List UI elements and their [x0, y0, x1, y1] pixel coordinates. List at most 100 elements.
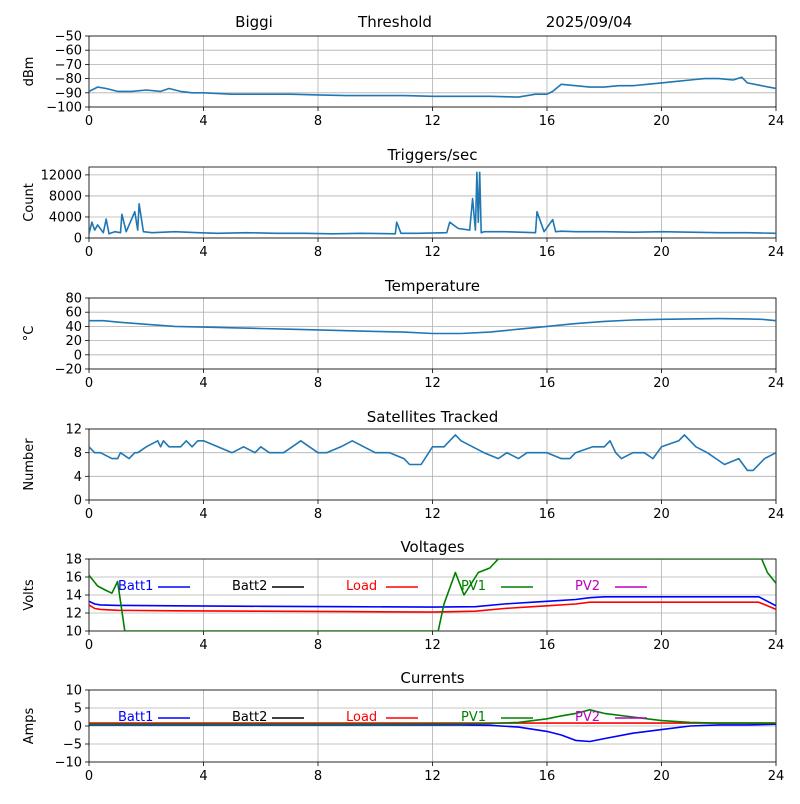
- y-tick-label: −70: [55, 58, 82, 73]
- x-tick-label: 4: [199, 245, 207, 260]
- series-group: [89, 708, 776, 743]
- series-line-batt1: [89, 595, 776, 608]
- y-tick-label: −80: [55, 72, 82, 87]
- x-tick-label: 4: [199, 638, 207, 653]
- y-tick-label: 40: [65, 320, 82, 335]
- y-axis-label: °C: [22, 326, 37, 342]
- y-tick-label: −50: [55, 30, 82, 45]
- x-tick-label: 4: [199, 114, 207, 129]
- x-tick-label: 16: [539, 245, 556, 260]
- y-tick-label: 12000: [41, 168, 82, 183]
- header-mode: Threshold: [357, 13, 432, 31]
- series-line-pv1: [89, 708, 776, 726]
- y-tick-label: 16: [65, 571, 82, 586]
- x-tick-label: 20: [653, 507, 670, 522]
- x-tick-label: 8: [314, 245, 322, 260]
- y-axis-label: Count: [22, 183, 37, 222]
- x-tick-label: 24: [768, 114, 785, 129]
- series-group: [89, 317, 776, 335]
- y-tick-label: −60: [55, 44, 82, 59]
- x-tick-label: 20: [653, 376, 670, 391]
- chart-title: Currents: [400, 669, 464, 687]
- legend-label-pv2: PV2: [575, 710, 600, 725]
- x-tick-label: 12: [424, 376, 441, 391]
- x-tick-label: 8: [314, 376, 322, 391]
- x-tick-label: 24: [768, 507, 785, 522]
- legend-label-batt1: Batt1: [118, 579, 153, 594]
- x-tick-label: 0: [85, 376, 93, 391]
- x-tick-label: 16: [539, 769, 556, 784]
- chart-panel-1: 0 4 8 12 16 20 24 −50−60−70−80−90−100 dBm: [22, 30, 784, 130]
- series-group: [89, 559, 776, 631]
- series-group: [89, 171, 776, 235]
- legend-label-load: Load: [346, 579, 377, 594]
- y-tick-label: 8: [74, 446, 82, 461]
- plot-frame: [88, 428, 777, 501]
- chart-panel-4: 0 4 8 12 16 20 24 12 8 4 0 Satellites Tracked Number: [22, 408, 784, 522]
- legend-label-batt2: Batt2: [232, 710, 267, 725]
- y-tick-label: 0: [74, 720, 82, 735]
- x-tick-label: 12: [424, 638, 441, 653]
- chart-title: Voltages: [400, 538, 464, 556]
- legend-label-pv1: PV1: [461, 579, 486, 594]
- x-tick-label: 16: [539, 376, 556, 391]
- x-tick-label: 8: [314, 769, 322, 784]
- header-date: 2025/09/04: [546, 13, 632, 31]
- series-line-load: [89, 601, 776, 613]
- y-tick-label: −100: [46, 101, 82, 116]
- y-tick-label: −20: [55, 363, 82, 378]
- x-tick-label: 16: [539, 507, 556, 522]
- y-tick-label: 5: [74, 702, 82, 717]
- legend-label-batt2: Batt2: [232, 579, 267, 594]
- series-line-main: [89, 171, 776, 235]
- x-tick-label: 0: [85, 114, 93, 129]
- header-station: Biggi: [235, 13, 273, 31]
- x-tick-label: 0: [85, 638, 93, 653]
- y-axis-label: Amps: [22, 707, 37, 744]
- legend-label-pv2: PV2: [575, 579, 600, 594]
- x-tick-label: 12: [424, 769, 441, 784]
- x-tick-label: 20: [653, 769, 670, 784]
- y-tick-label: 4: [74, 470, 82, 485]
- y-tick-label: −90: [55, 86, 82, 101]
- chart-title: Temperature: [384, 277, 480, 295]
- x-tick-label: 12: [424, 507, 441, 522]
- x-tick-label: 24: [768, 376, 785, 391]
- series-line-main: [89, 434, 776, 472]
- y-axis-label: Number: [22, 438, 37, 491]
- x-tick-label: 12: [424, 245, 441, 260]
- y-tick-label: −5: [63, 738, 82, 753]
- x-tick-label: 20: [653, 245, 670, 260]
- plot-frame: [88, 297, 777, 370]
- x-tick-label: 20: [653, 114, 670, 129]
- y-tick-label: 8000: [49, 189, 82, 204]
- x-tick-label: 24: [768, 769, 785, 784]
- series-line-pv1: [89, 559, 776, 631]
- y-axis-label: Volts: [22, 579, 37, 611]
- plot-frame: [88, 689, 777, 763]
- chart-panel-2: 0 4 8 12 16 20 24 0 4000 8000 12000 Triggers/sec Cou…: [22, 146, 784, 260]
- series-group: [89, 434, 776, 472]
- chart-title: Triggers/sec: [387, 146, 478, 164]
- series-line-main: [89, 76, 776, 98]
- legend-label-batt1: Batt1: [118, 710, 153, 725]
- y-tick-label: −10: [55, 756, 82, 771]
- x-tick-label: 20: [653, 638, 670, 653]
- y-tick-label: 80: [65, 292, 82, 307]
- legend-label-pv1: PV1: [461, 710, 486, 725]
- x-tick-label: 8: [314, 114, 322, 129]
- x-tick-label: 16: [539, 638, 556, 653]
- y-tick-label: 60: [65, 306, 82, 321]
- x-tick-label: 4: [199, 769, 207, 784]
- x-tick-label: 8: [314, 507, 322, 522]
- x-tick-label: 4: [199, 376, 207, 391]
- y-tick-label: 10: [65, 684, 82, 699]
- series-group: [89, 76, 776, 98]
- series-line-main: [89, 317, 776, 335]
- x-tick-label: 12: [424, 114, 441, 129]
- y-tick-label: 10: [65, 625, 82, 640]
- plot-frame: [88, 35, 777, 108]
- x-tick-label: 8: [314, 638, 322, 653]
